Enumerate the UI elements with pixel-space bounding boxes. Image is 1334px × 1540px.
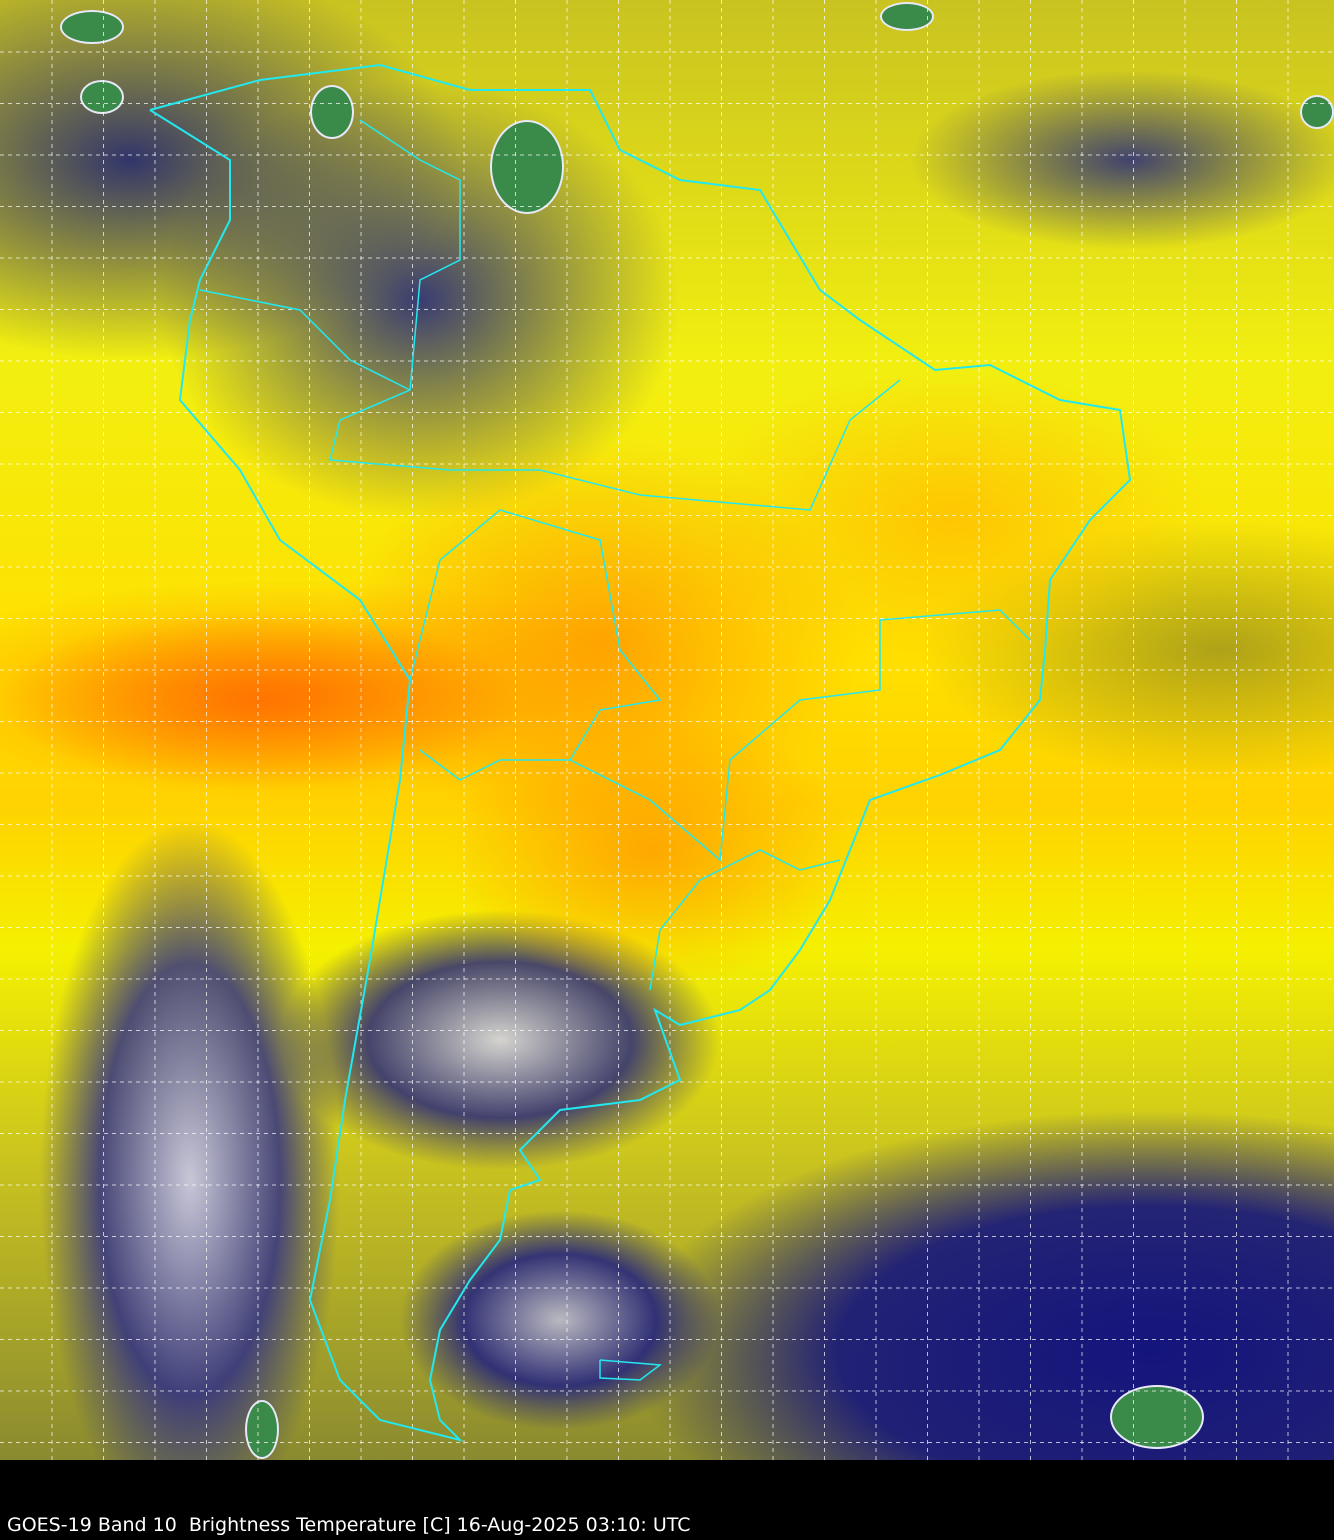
country-border xyxy=(329,379,901,511)
cold-cloud-top xyxy=(60,10,124,44)
cold-cloud-top xyxy=(80,80,124,114)
cold-cloud-top xyxy=(1300,95,1334,129)
cold-cloud-top xyxy=(880,2,934,31)
cold-cloud-top xyxy=(1110,1385,1204,1449)
country-border xyxy=(649,849,841,991)
country-border xyxy=(199,289,411,391)
country-border xyxy=(329,119,461,461)
image-caption: GOES-19 Band 10 Brightness Temperature [… xyxy=(7,1514,691,1536)
cold-cloud-top xyxy=(310,85,354,139)
map-overlay xyxy=(0,0,1334,1460)
cold-cloud-top xyxy=(245,1400,279,1459)
continent-border xyxy=(149,63,1132,1442)
lat-lon-grid xyxy=(0,0,1334,1460)
country-border xyxy=(409,509,662,781)
country-border xyxy=(569,609,1031,862)
country-border xyxy=(599,1359,663,1381)
cold-cloud-top xyxy=(490,120,564,214)
brightness-temperature-image xyxy=(0,0,1334,1460)
